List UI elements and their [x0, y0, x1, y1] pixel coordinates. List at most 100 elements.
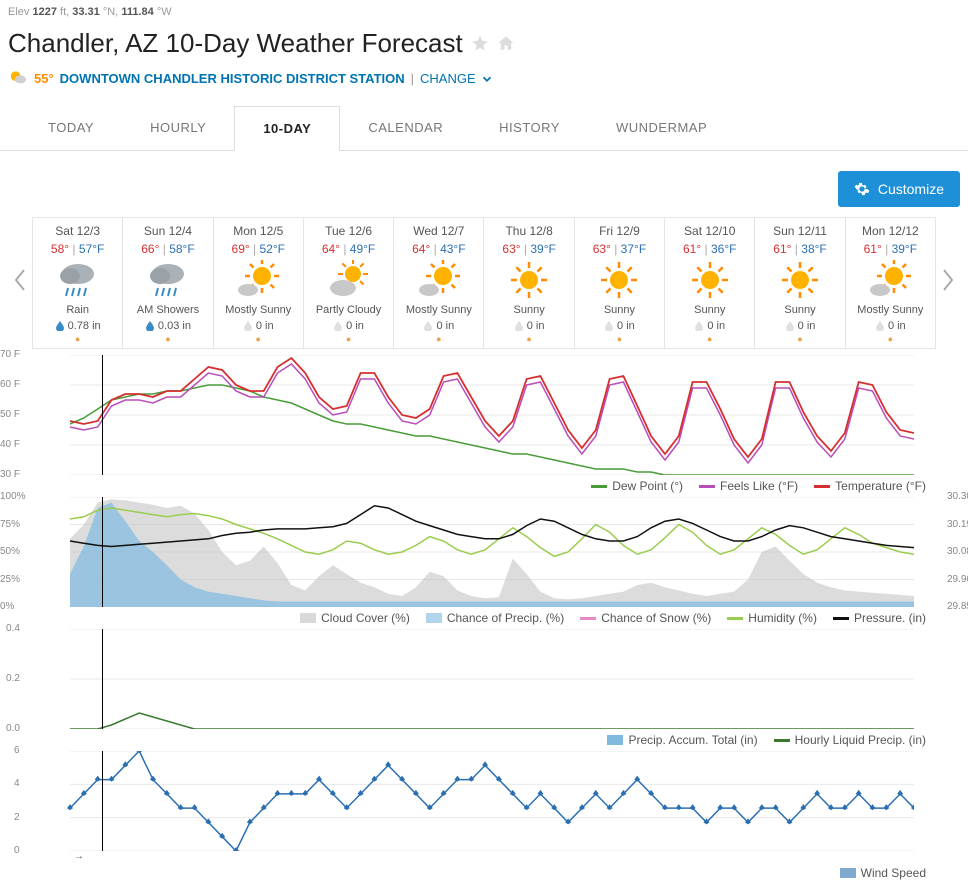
condition-label: Sunny — [486, 304, 571, 316]
moon-icon: ● — [125, 334, 210, 344]
condition-icon — [125, 260, 210, 300]
day-temps: 63° | 39°F — [486, 242, 571, 256]
precip-value: 0.03 in — [125, 320, 210, 332]
forecast-day[interactable]: Sat 12/10 61° | 36°F Sunny 0 in ● — [665, 218, 755, 349]
condition-label: Mostly Sunny — [848, 304, 933, 316]
chart-legend: Cloud Cover (%)Chance of Precip. (%)Chan… — [34, 607, 934, 629]
forecast-day[interactable]: Sat 12/3 58° | 57°F Rain 0.78 in ● — [33, 218, 123, 349]
day-label: Mon 12/12 — [848, 224, 933, 238]
precip-value: 0.78 in — [35, 320, 120, 332]
precip-value: 0 in — [486, 320, 571, 332]
chevron-down-icon — [480, 72, 494, 86]
humidity-chart: 100%75%50%25%0%30.3030.1930.0829.9629.85 — [34, 497, 934, 607]
day-temps: 69° | 52°F — [216, 242, 301, 256]
condition-label: Mostly Sunny — [396, 304, 481, 316]
condition-icon — [577, 260, 662, 300]
day-temps: 61° | 36°F — [667, 242, 752, 256]
precip-value: 0 in — [306, 320, 391, 332]
condition-icon — [667, 260, 752, 300]
moon-icon: ● — [216, 334, 301, 344]
forecast-day[interactable]: Sun 12/4 66° | 58°F AM Showers 0.03 in ● — [123, 218, 213, 349]
next-arrow[interactable] — [936, 268, 960, 298]
forecast-day[interactable]: Mon 12/12 61° | 39°F Mostly Sunny 0 in ● — [846, 218, 936, 349]
partly-cloudy-icon — [8, 69, 28, 88]
tab-wundermap[interactable]: WUNDERMAP — [588, 106, 735, 150]
star-icon[interactable] — [471, 28, 489, 59]
condition-icon — [216, 260, 301, 300]
forecast-day[interactable]: Mon 12/5 69° | 52°F Mostly Sunny 0 in ● — [214, 218, 304, 349]
day-temps: 64° | 49°F — [306, 242, 391, 256]
tab-today[interactable]: TODAY — [20, 106, 122, 150]
wind-chart: 6420 — [34, 751, 934, 851]
condition-label: Rain — [35, 304, 120, 316]
precip-value: 0 in — [577, 320, 662, 332]
precip-value: 0 in — [396, 320, 481, 332]
condition-icon — [848, 260, 933, 300]
condition-label: Sunny — [667, 304, 752, 316]
current-temp: 55° — [34, 71, 54, 86]
forecast-day[interactable]: Wed 12/7 64° | 43°F Mostly Sunny 0 in ● — [394, 218, 484, 349]
condition-label: Mostly Sunny — [216, 304, 301, 316]
condition-icon — [35, 260, 120, 300]
day-label: Wed 12/7 — [396, 224, 481, 238]
moon-icon: ● — [577, 334, 662, 344]
precip-value: 0 in — [216, 320, 301, 332]
day-label: Fri 12/9 — [577, 224, 662, 238]
moon-icon: ● — [306, 334, 391, 344]
customize-button[interactable]: Customize — [838, 171, 960, 207]
location-meta: Elev 1227 ft, 33.31 °N, 111.84 °W — [0, 0, 968, 24]
home-icon[interactable] — [497, 28, 515, 59]
precip-chart: 0.40.20.0 — [34, 629, 934, 729]
moon-icon: ● — [757, 334, 842, 344]
tab-10-day[interactable]: 10-DAY — [234, 106, 340, 151]
day-temps: 58° | 57°F — [35, 242, 120, 256]
change-station-link[interactable]: CHANGE — [420, 71, 494, 86]
chart-legend: Dew Point (°)Feels Like (°F)Temperature … — [34, 475, 934, 497]
forecast-day[interactable]: Tue 12/6 64° | 49°F Partly Cloudy 0 in ● — [304, 218, 394, 349]
day-label: Sun 12/4 — [125, 224, 210, 238]
day-label: Thu 12/8 — [486, 224, 571, 238]
wind-direction-row: → — [34, 851, 934, 862]
condition-icon — [757, 260, 842, 300]
day-temps: 63° | 37°F — [577, 242, 662, 256]
moon-icon: ● — [848, 334, 933, 344]
precip-value: 0 in — [848, 320, 933, 332]
moon-icon: ● — [667, 334, 752, 344]
condition-icon — [396, 260, 481, 300]
station-row: 55° DOWNTOWN CHANDLER HISTORIC DISTRICT … — [0, 63, 968, 94]
day-temps: 64° | 43°F — [396, 242, 481, 256]
precip-value: 0 in — [757, 320, 842, 332]
chart-legend: Precip. Accum. Total (in)Hourly Liquid P… — [34, 729, 934, 751]
forecast-day[interactable]: Thu 12/8 63° | 39°F Sunny 0 in ● — [484, 218, 574, 349]
condition-label: AM Showers — [125, 304, 210, 316]
tab-hourly[interactable]: HOURLY — [122, 106, 234, 150]
forecast-table: Sat 12/3 58° | 57°F Rain 0.78 in ● Sun 1… — [32, 217, 936, 349]
temp-chart: 70 F60 F50 F40 F30 F — [34, 355, 934, 475]
tab-history[interactable]: HISTORY — [471, 106, 588, 150]
tab-calendar[interactable]: CALENDAR — [340, 106, 471, 150]
forecast-day[interactable]: Sun 12/11 61° | 38°F Sunny 0 in ● — [755, 218, 845, 349]
day-label: Sat 12/10 — [667, 224, 752, 238]
tabs: TODAYHOURLY10-DAYCALENDARHISTORYWUNDERMA… — [0, 106, 968, 151]
day-label: Sun 12/11 — [757, 224, 842, 238]
station-link[interactable]: DOWNTOWN CHANDLER HISTORIC DISTRICT STAT… — [60, 71, 405, 86]
day-label: Tue 12/6 — [306, 224, 391, 238]
prev-arrow[interactable] — [8, 268, 32, 298]
condition-label: Sunny — [757, 304, 842, 316]
moon-icon: ● — [396, 334, 481, 344]
moon-icon: ● — [35, 334, 120, 344]
day-label: Sat 12/3 — [35, 224, 120, 238]
day-temps: 66° | 58°F — [125, 242, 210, 256]
chart-legend: Wind Speed — [34, 862, 934, 884]
condition-icon — [486, 260, 571, 300]
gear-icon — [854, 181, 870, 197]
precip-value: 0 in — [667, 320, 752, 332]
day-temps: 61° | 39°F — [848, 242, 933, 256]
moon-icon: ● — [486, 334, 571, 344]
condition-label: Sunny — [577, 304, 662, 316]
forecast-day[interactable]: Fri 12/9 63° | 37°F Sunny 0 in ● — [575, 218, 665, 349]
condition-label: Partly Cloudy — [306, 304, 391, 316]
condition-icon — [306, 260, 391, 300]
day-label: Mon 12/5 — [216, 224, 301, 238]
page-title: Chandler, AZ 10-Day Weather Forecast — [0, 24, 968, 63]
